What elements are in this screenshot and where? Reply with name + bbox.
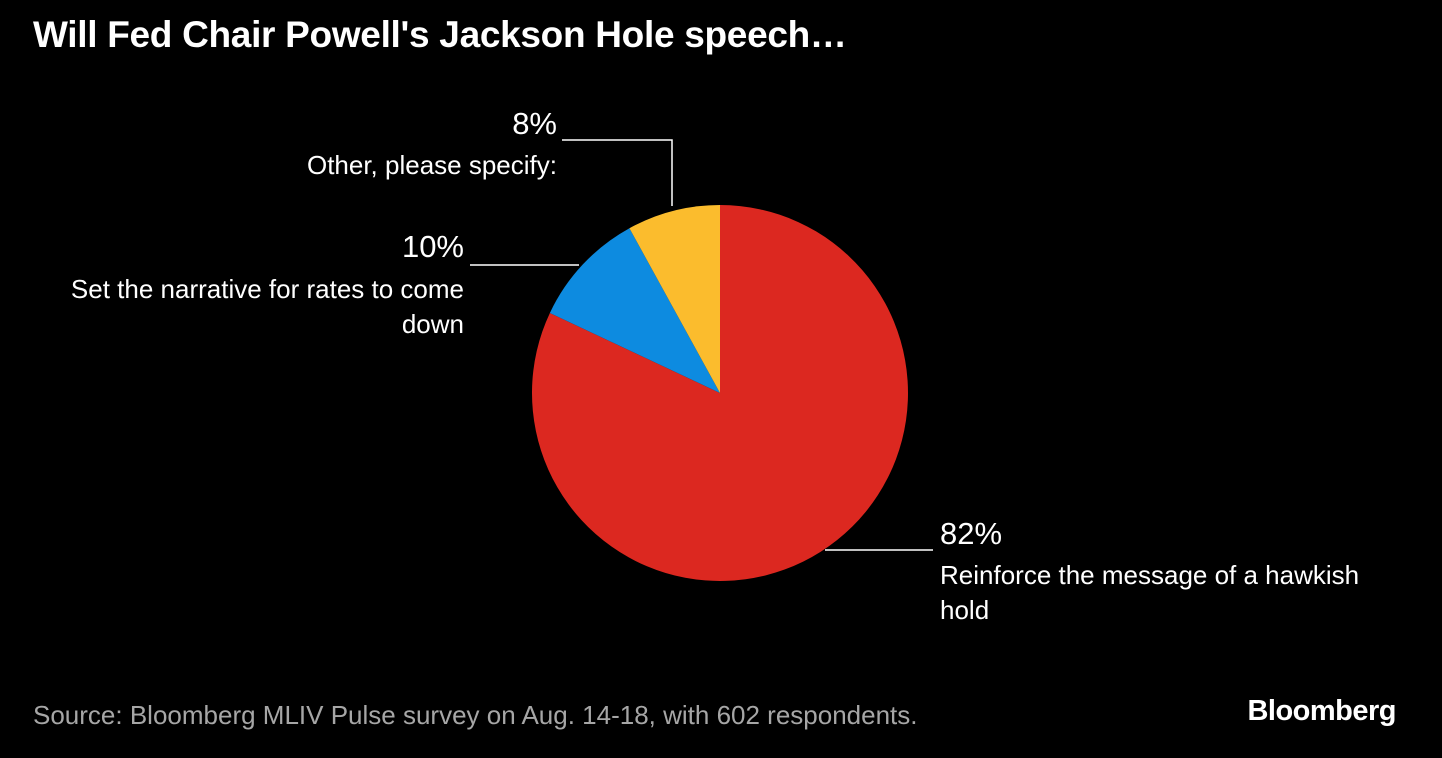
slice-hawkish [531,205,908,581]
leader-line-other [562,139,673,206]
slice-category-label-narrative: Set the narrative for rates to come down [70,274,464,339]
source-note: Source: Bloomberg MLIV Pulse survey on A… [33,700,918,730]
pie-slices [531,204,908,581]
slice-value-label-narrative: 10% [401,229,464,264]
slice-value-label-hawkish: 82% [940,516,1003,551]
chart-title: Will Fed Chair Powell's Jackson Hole spe… [33,14,847,55]
slice-other [629,204,720,393]
slice-category-label-other: Other, please specify: [306,150,557,180]
leader-lines [470,139,933,551]
slice-category-label-hawkish: Reinforce the message of a hawkish hold [940,560,1360,625]
bloomberg-logo: Bloomberg [1247,695,1396,727]
slice-narrative [549,228,720,393]
slice-value-label-other: 8% [512,106,557,141]
